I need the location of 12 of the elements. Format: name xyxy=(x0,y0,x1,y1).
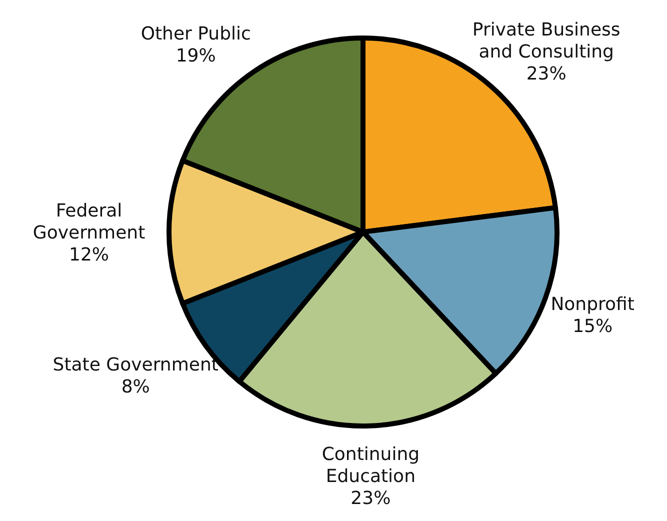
data-label: 19% xyxy=(176,45,216,66)
data-label: 23% xyxy=(350,488,391,510)
slice-label: Nonprofit xyxy=(550,294,634,315)
data-label: 12% xyxy=(68,244,110,266)
data-label: 8% xyxy=(121,376,150,398)
data-label: 15% xyxy=(572,316,613,337)
slice-label: Other Public xyxy=(140,23,251,44)
slice-label: Federal Government xyxy=(32,200,146,244)
slice-label: State Government xyxy=(52,354,218,376)
slice-label: Private Business and Consulting xyxy=(472,19,620,62)
slice-label: Continuing Education xyxy=(322,444,420,488)
data-label: 23% xyxy=(526,63,566,84)
